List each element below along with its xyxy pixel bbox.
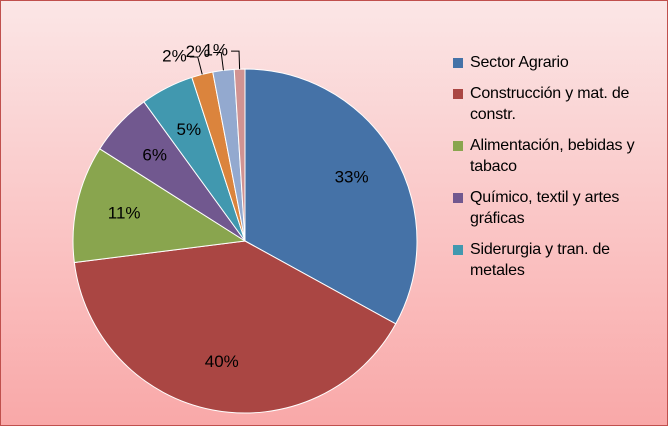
leader-line [213,51,224,71]
data-label: 2% [186,42,211,61]
legend-swatch [453,193,463,203]
data-label: 6% [142,146,167,165]
legend-item: Siderurgia y tran. de metales [453,239,658,281]
legend-swatch [453,245,463,255]
legend: Sector Agrario Construcción y mat. de con… [453,52,658,291]
leader-line [231,50,241,70]
data-label: 11% [108,203,141,222]
legend-item: Sector Agrario [453,52,658,73]
legend-label: Químico, textil y artes gráficas [470,189,620,227]
data-label: 2% [162,46,187,65]
legend-label: Siderurgia y tran. de metales [470,241,610,279]
leader-line [189,56,203,75]
pie-slice [244,68,418,325]
legend-label: Sector Agrario [470,54,569,71]
pie-slice [72,148,247,264]
legend-swatch [453,58,463,68]
legend-item: Químico, textil y artes gráficas [453,187,658,229]
legend-swatch [453,89,463,99]
legend-swatch [453,141,463,151]
data-label: 1% [203,41,228,60]
legend-label: Construcción y mat. de constr. [470,85,630,123]
pie-slice [73,240,397,414]
legend-item: Construcción y mat. de constr. [453,83,658,125]
data-label: 33% [335,167,369,186]
legend-label: Alimentación, bebidas y tabaco [470,137,635,175]
data-label: 40% [205,352,239,371]
legend-item: Alimentación, bebidas y tabaco [453,135,658,177]
data-label: 5% [176,120,201,139]
